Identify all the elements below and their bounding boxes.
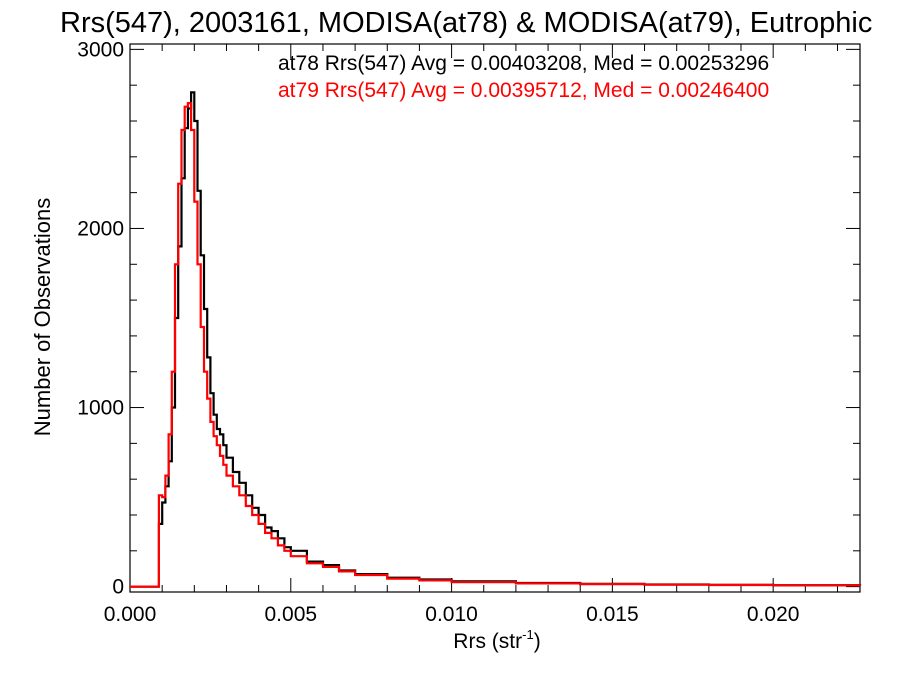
x-tick-label: 0.020 — [747, 603, 800, 626]
x-axis-label: Rrs (str-1) — [453, 627, 540, 653]
y-axis-label: Number of Observations — [30, 198, 55, 436]
x-axis-label-close: ) — [534, 630, 541, 653]
y-tick-label: 1000 — [77, 397, 124, 420]
x-axis: 0.000 0.005 0.010 0.015 0.020 — [104, 44, 838, 626]
plot-frame — [129, 43, 861, 593]
series-line-1 — [130, 91, 862, 588]
y-axis: 0 1000 2000 3000 — [77, 38, 860, 599]
annotation-2: at79 Rrs(547) Avg = 0.00395712, Med = 0.… — [278, 79, 769, 102]
x-tick-label: 0.015 — [586, 603, 639, 626]
chart-title: Rrs(547), 2003161, MODISA(at78) & MODISA… — [60, 7, 872, 39]
y-tick-label: 2000 — [77, 217, 124, 240]
series-line-2 — [130, 102, 862, 588]
x-tick-label: 0.010 — [425, 603, 478, 626]
annotation-1: at78 Rrs(547) Avg = 0.00403208, Med = 0.… — [278, 52, 769, 75]
y-tick-label: 3000 — [77, 38, 124, 61]
y-tick-label: 0 — [112, 576, 124, 599]
x-tick-label: 0.000 — [104, 603, 157, 626]
annotations: at78 Rrs(547) Avg = 0.00403208, Med = 0.… — [278, 52, 769, 102]
x-tick-label: 0.005 — [265, 603, 318, 626]
x-axis-label-superscript: -1 — [522, 627, 534, 642]
x-axis-label-text: Rrs (str — [453, 630, 522, 653]
series-layer — [130, 91, 862, 588]
